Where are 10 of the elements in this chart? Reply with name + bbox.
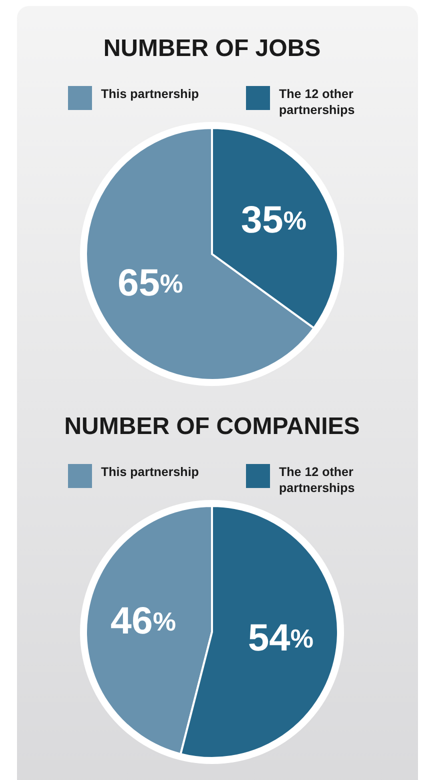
chart-title: NUMBER OF JOBS — [103, 35, 321, 62]
slice-label: This partnership — [101, 465, 200, 479]
slice-label: This partnership — [101, 87, 200, 101]
legend-label: The 12 other partnerships — [279, 87, 355, 117]
legend-label: The 12 other partnerships — [279, 465, 355, 495]
data-label: 65% — [118, 262, 183, 304]
data-label: 54% — [248, 618, 314, 660]
data-label: 46% — [110, 600, 176, 642]
chart-title: NUMBER OF COMPANIES — [64, 413, 360, 440]
data-label: 35% — [241, 200, 306, 242]
